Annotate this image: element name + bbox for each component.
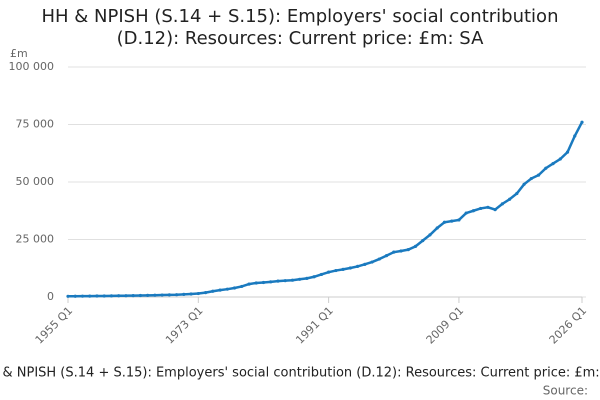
y-tick-label: 100 000	[9, 60, 55, 73]
data-point	[211, 289, 215, 293]
data-point	[196, 291, 200, 296]
data-point	[522, 182, 526, 186]
data-point	[442, 220, 447, 224]
data-point	[406, 248, 410, 252]
data-point	[146, 293, 150, 297]
data-point	[457, 218, 461, 222]
data-point	[218, 288, 222, 292]
data-point	[479, 206, 483, 211]
y-tick-label: 0	[47, 290, 54, 303]
data-point	[88, 294, 92, 298]
data-point	[355, 264, 360, 269]
data-point	[290, 278, 295, 282]
data-point	[565, 150, 570, 154]
data-point	[167, 293, 171, 297]
x-tick-label: 1955 Q1	[33, 304, 76, 347]
x-tick-label: 1973 Q1	[163, 304, 206, 347]
data-point	[370, 260, 374, 264]
data-point	[580, 120, 584, 124]
data-point	[536, 173, 541, 177]
data-point	[486, 205, 490, 209]
data-point	[80, 294, 85, 298]
data-point	[399, 249, 403, 253]
data-point	[392, 250, 396, 254]
data-point	[464, 211, 468, 215]
data-point	[544, 166, 548, 170]
chart-title: HH & NPISH (S.14 + S.15): Employers' soc…	[41, 6, 559, 49]
data-point	[160, 293, 164, 297]
y-unit: £m	[10, 47, 28, 60]
y-tick-label: 75 000	[16, 118, 55, 131]
data-point	[283, 279, 287, 283]
data-point	[203, 291, 208, 295]
data-point	[131, 293, 135, 298]
data-point	[312, 275, 316, 279]
data-point	[117, 294, 121, 298]
data-point	[508, 197, 512, 201]
data-point	[182, 292, 186, 296]
data-point	[363, 262, 367, 266]
data-point	[95, 294, 99, 298]
data-point	[500, 202, 504, 206]
data-point	[73, 294, 77, 298]
footer-title: HH & NPISH (S.14 + S.15): Employers' soc…	[0, 366, 600, 381]
data-point	[240, 284, 244, 289]
data-point	[334, 268, 338, 273]
data-point	[319, 272, 323, 277]
data-point	[435, 226, 439, 230]
data-point	[124, 294, 128, 298]
data-point	[327, 270, 331, 274]
data-point	[341, 267, 345, 271]
data-point	[413, 244, 418, 248]
source-label: Source:	[543, 384, 588, 398]
data-point	[254, 281, 258, 285]
data-point	[384, 254, 389, 258]
series-line	[67, 121, 584, 298]
data-point	[428, 233, 432, 237]
data-point	[232, 286, 237, 290]
data-point	[377, 257, 381, 261]
data-point	[276, 279, 280, 283]
x-tick-label: 1991 Q1	[293, 304, 336, 347]
y-tick-label: 50 000	[16, 175, 55, 188]
data-point	[298, 277, 302, 281]
data-point	[109, 294, 114, 298]
data-point	[348, 266, 352, 270]
data-point	[305, 276, 309, 280]
data-point	[573, 134, 577, 138]
data-point	[225, 287, 229, 291]
data-point	[529, 176, 533, 181]
y-tick-label: 25 000	[16, 233, 55, 246]
data-point	[66, 294, 70, 298]
data-point	[247, 282, 251, 286]
x-tick-label: 2026 Q1	[547, 304, 590, 347]
data-point	[261, 280, 266, 285]
data-point	[153, 293, 157, 297]
data-point	[471, 209, 476, 213]
data-point	[450, 219, 454, 223]
data-point	[174, 293, 179, 297]
data-point	[102, 294, 106, 298]
data-point	[138, 293, 142, 298]
data-point	[551, 162, 555, 166]
data-point	[421, 239, 425, 243]
data-point	[558, 157, 562, 161]
data-point	[269, 280, 273, 284]
data-point	[493, 208, 497, 212]
data-point	[515, 191, 519, 196]
data-point	[189, 292, 193, 296]
x-tick-label: 2009 Q1	[424, 304, 467, 347]
